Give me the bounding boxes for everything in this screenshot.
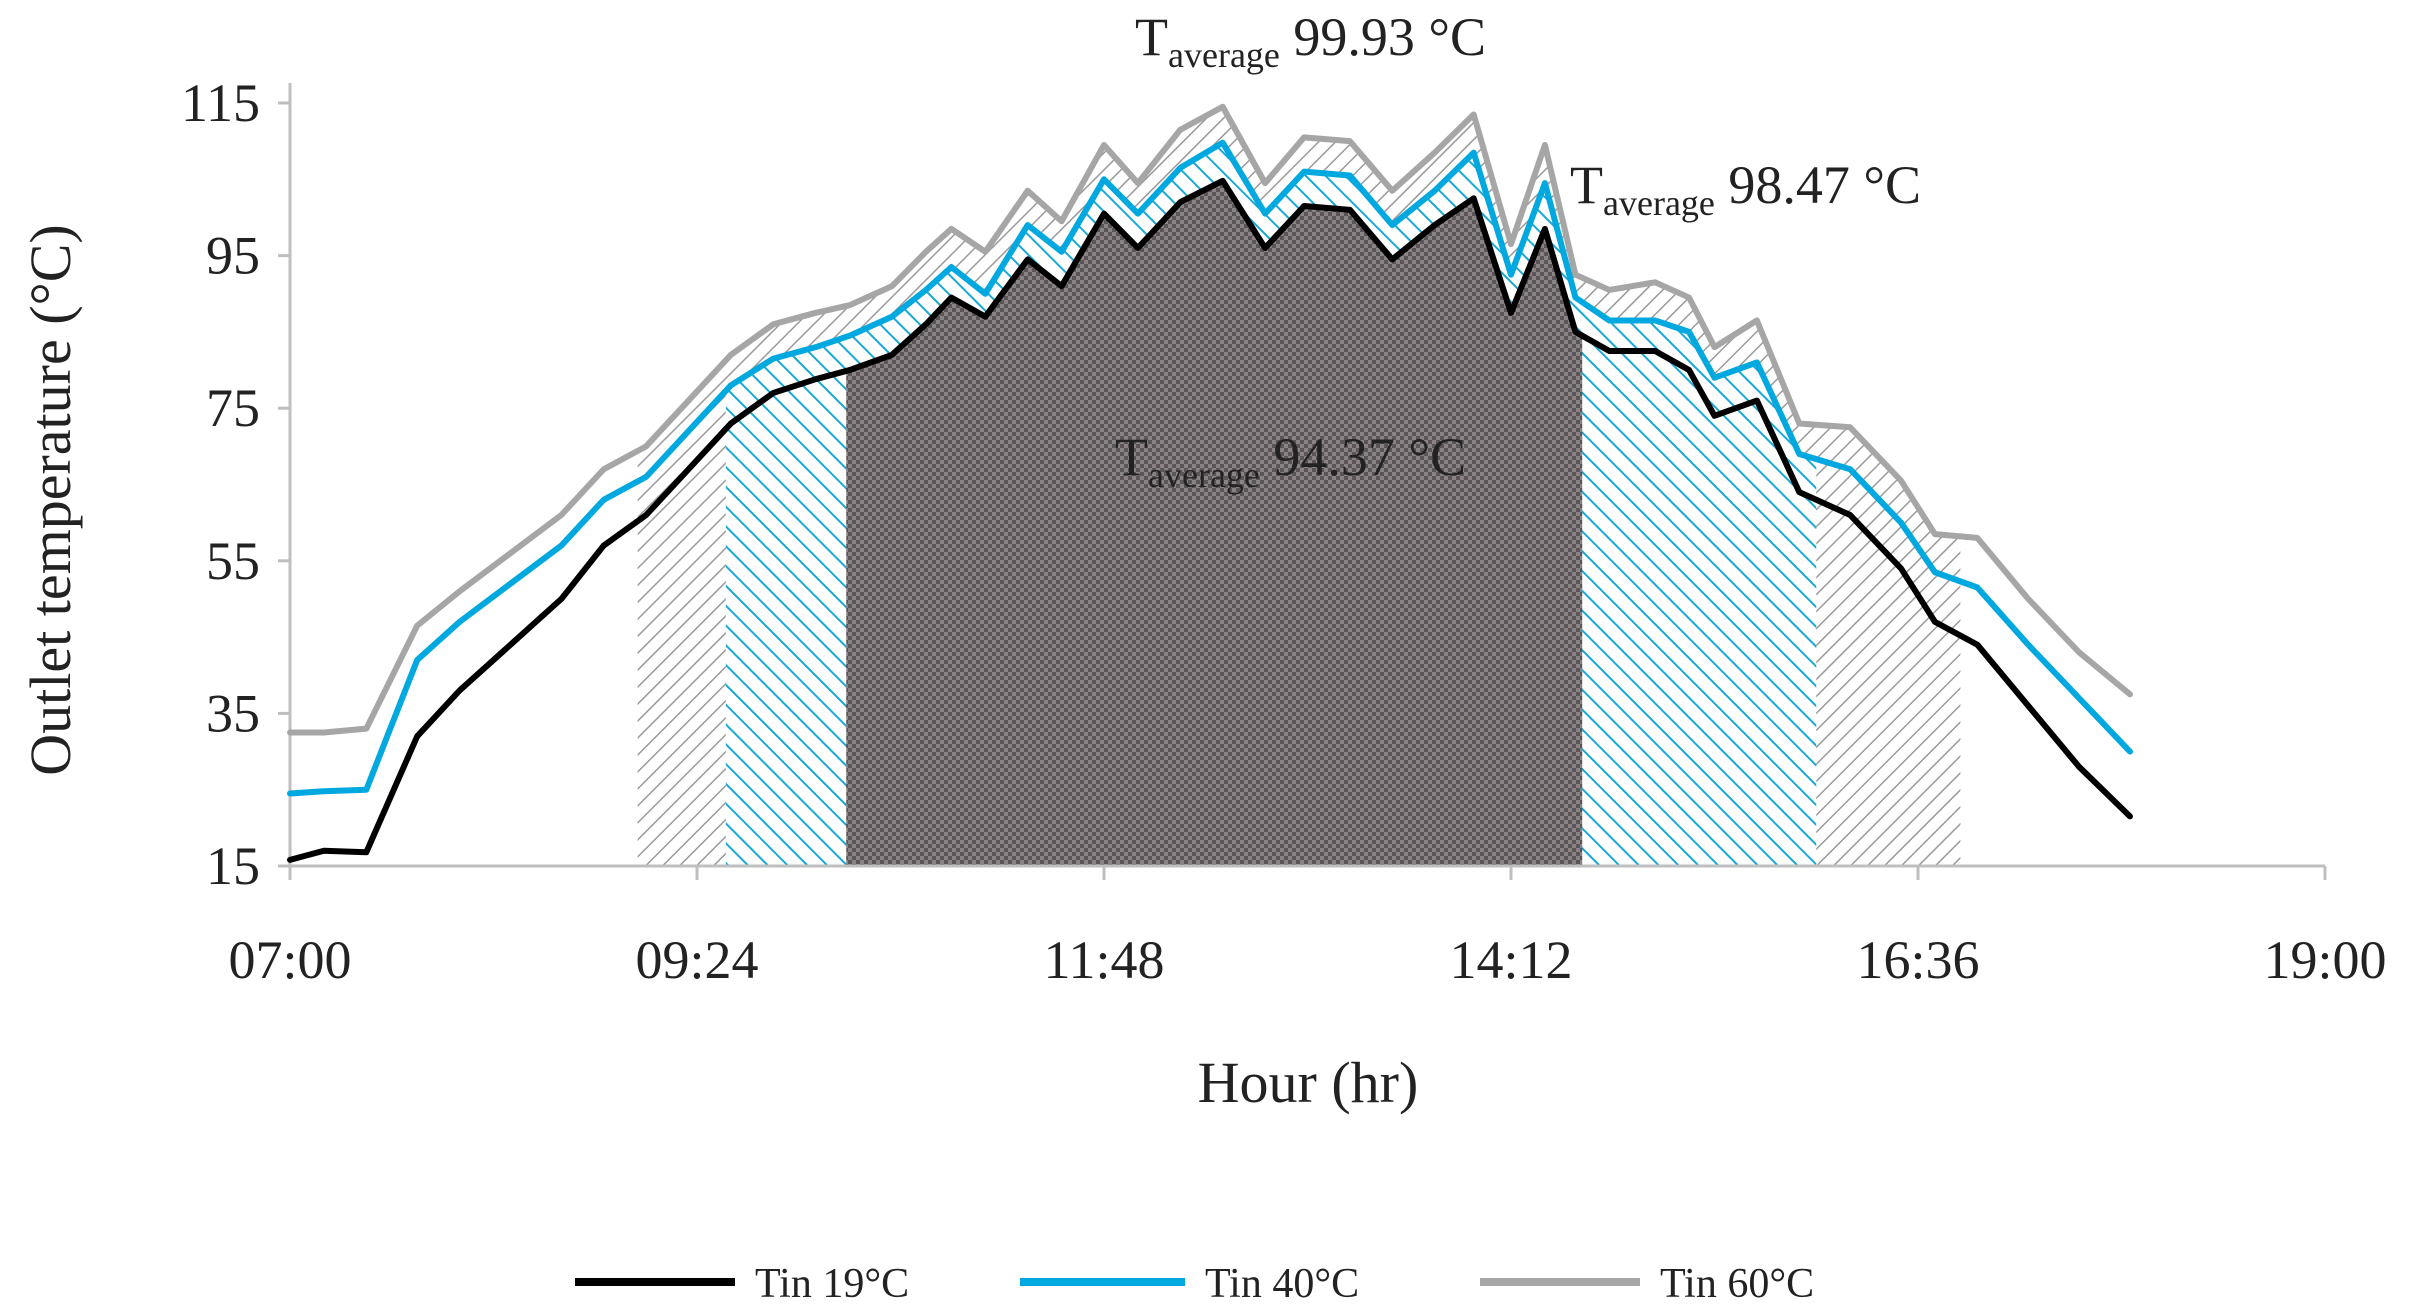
x-tick-label: 07:00 [228,930,351,990]
x-tick-label: 16:36 [1856,930,1979,990]
annotation-average-60: Taverage 99.93 °C [1135,7,1486,75]
annotation-average-40: Taverage 98.47 °C [1570,155,1921,223]
y-axis-ticks: 15 35 55 75 95 115 [181,73,290,896]
x-axis-title: Hour (hr) [1198,1050,1419,1115]
y-tick-label: 75 [206,378,260,438]
x-tick-label: 11:48 [1044,930,1165,990]
y-tick-label: 15 [206,836,260,896]
series-line-tin-19-c [287,177,2133,863]
annotation-average-19: Taverage 94.37 °C [1115,427,1466,495]
y-tick-label: 55 [206,531,260,591]
shaded-region-2 [846,180,1583,867]
y-tick-label: 115 [181,73,260,133]
x-axis-ticks: 07:00 09:24 11:48 14:12 16:36 19:00 [228,866,2387,990]
y-axis-title: Outlet temperature (°C) [18,224,83,775]
x-tick-label: 19:00 [2263,930,2386,990]
y-tick-label: 95 [206,226,260,286]
legend: Tin 19°C Tin 40°C Tin 60°C [575,1261,1814,1307]
legend-label-tin60: Tin 60°C [1660,1261,1814,1307]
x-tick-label: 09:24 [635,930,758,990]
y-tick-label: 35 [206,683,260,743]
x-tick-label: 14:12 [1449,930,1572,990]
legend-label-tin19: Tin 19°C [755,1261,909,1307]
series-lines [287,103,2133,863]
shaded-regions [637,106,1961,867]
series-line-tin-40-c [287,139,2133,797]
legend-label-tin40: Tin 40°C [1205,1261,1359,1307]
axes [288,83,2325,868]
series-line-tin-60-c [287,103,2133,736]
